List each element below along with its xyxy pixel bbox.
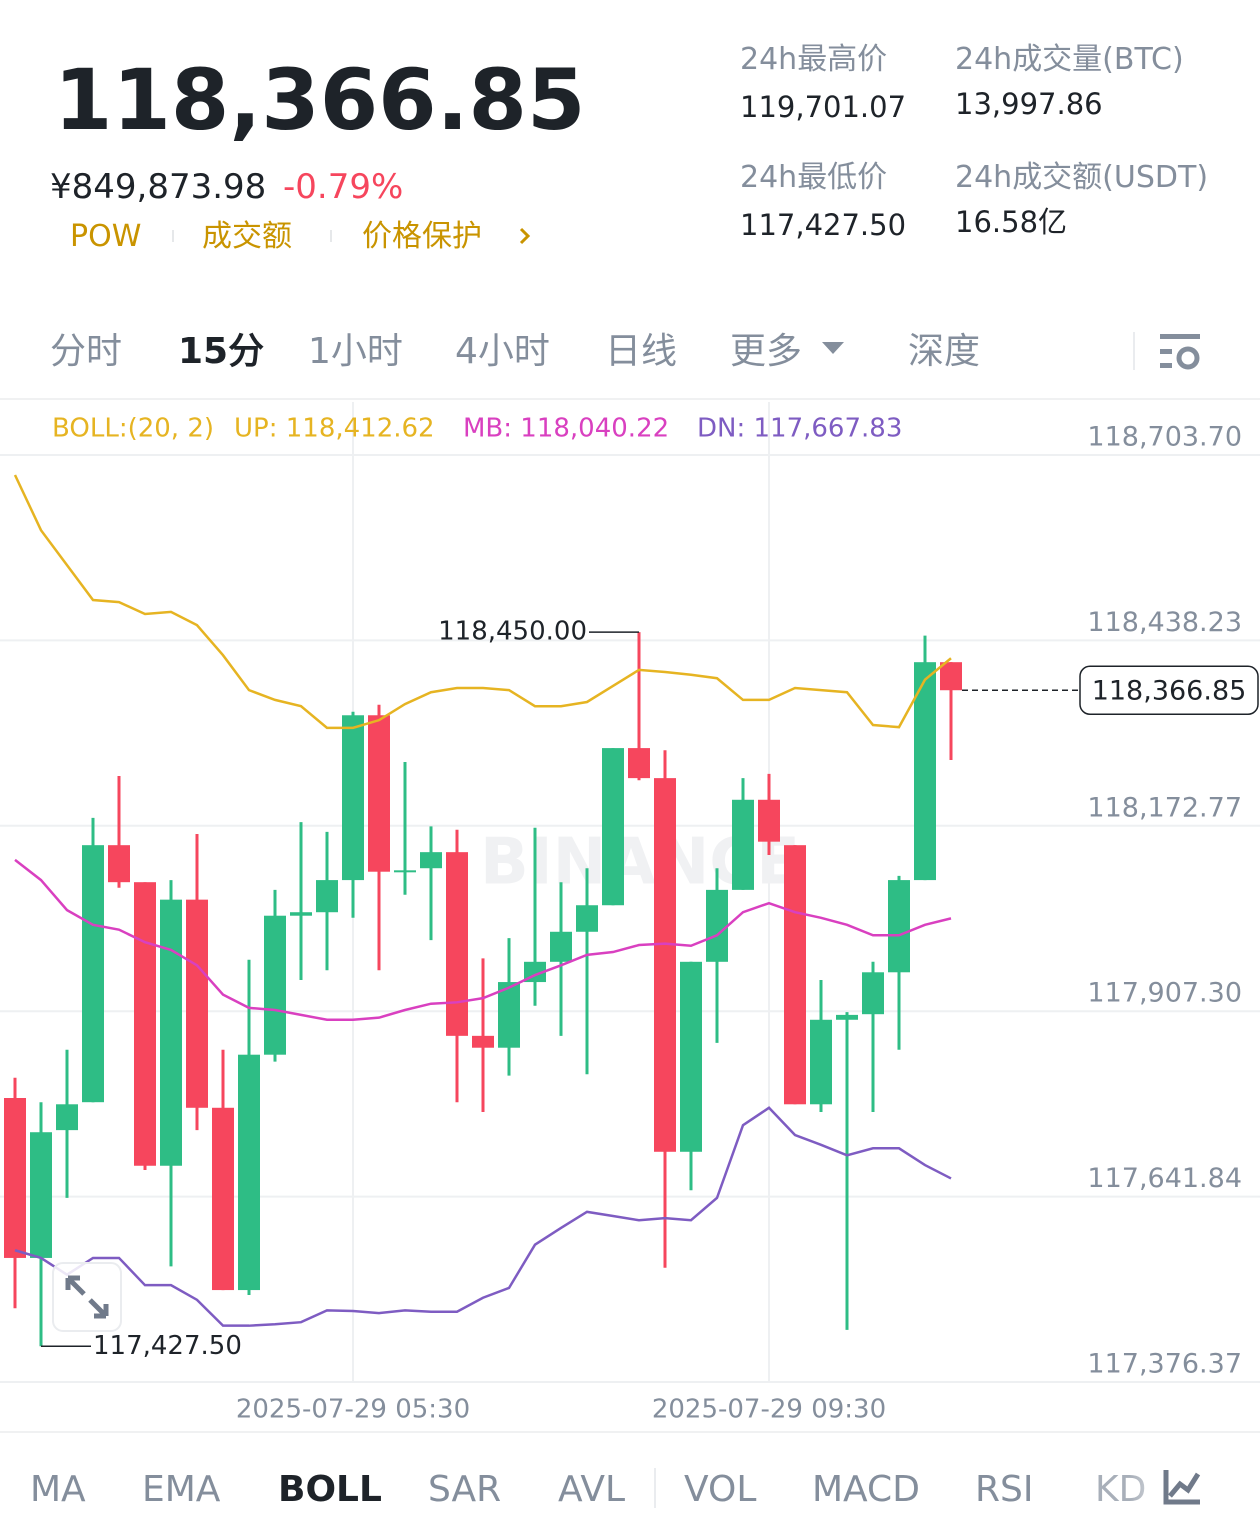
last-price-box: [1079, 665, 1259, 715]
candle-body: [290, 912, 312, 916]
indicator-label: BOLL:(20, 2): [52, 414, 214, 444]
candle-body: [82, 845, 104, 1103]
candle-body: [368, 715, 390, 872]
y-tick-label: 118,172.77: [1087, 792, 1242, 823]
separator: [172, 230, 174, 242]
candle-body: [940, 662, 962, 691]
divider: [0, 398, 1260, 400]
change: -0.79%: [283, 167, 404, 207]
candle-body: [134, 882, 156, 1166]
stat-label: 24h成交额(USDT): [955, 160, 1209, 195]
y-tick-label: 118,438.23: [1087, 607, 1242, 638]
candle-body: [498, 982, 520, 1048]
separator: [330, 230, 332, 242]
indicator-line: [14, 858, 952, 1022]
candle-body: [238, 1054, 260, 1291]
candle-body: [628, 748, 650, 779]
candle-body: [342, 715, 364, 881]
annotation-label: 117,427.50: [93, 1331, 242, 1361]
stat-label: 24h最低价: [740, 160, 888, 195]
stat-value: 117,427.50: [740, 208, 907, 242]
candle-body: [212, 1107, 234, 1291]
y-tick-label: 117,376.37: [1087, 1349, 1242, 1380]
legend-entry: DN: 117,667.83: [697, 414, 902, 444]
stat-value: 16.58亿: [955, 205, 1068, 239]
indicator-tab[interactable]: EMA: [142, 1469, 221, 1510]
tag[interactable]: POW: [70, 219, 142, 254]
candle-body: [836, 1014, 858, 1020]
tab[interactable]: 深度: [908, 331, 981, 372]
candle-body: [186, 899, 208, 1108]
separator: [654, 1468, 656, 1508]
candle-body: [56, 1104, 78, 1131]
tab[interactable]: 日线: [605, 331, 678, 372]
annotation-label: 118,450.00: [438, 617, 587, 647]
tag[interactable]: 价格保护: [362, 219, 482, 254]
chevron[interactable]: [518, 226, 532, 246]
candle-body: [30, 1132, 52, 1258]
settings-icon[interactable]: [1160, 332, 1202, 372]
tag[interactable]: 成交额: [202, 219, 292, 254]
candle-body: [550, 931, 572, 962]
divider: [0, 1431, 1260, 1433]
candle-body: [654, 778, 676, 1152]
indicator-tab[interactable]: RSI: [975, 1469, 1034, 1510]
candle-body: [108, 845, 130, 883]
candle-body: [706, 889, 728, 962]
candle-body: [420, 852, 442, 869]
indicator-tab-active[interactable]: BOLL: [278, 1469, 382, 1510]
stat-label: 24h最高价: [740, 42, 888, 77]
indicator-tab[interactable]: SAR: [428, 1469, 502, 1510]
candle-body: [4, 1098, 26, 1258]
indicator-line: [14, 1106, 952, 1327]
candle-body: [732, 799, 754, 890]
candle-body: [758, 799, 780, 842]
candle-body: [784, 845, 806, 1105]
x-tick-label: 2025-07-29 05:30: [236, 1395, 470, 1425]
indicator-tab[interactable]: AVL: [558, 1469, 626, 1510]
tab[interactable]: 分时: [50, 331, 123, 372]
tab[interactable]: 1小时: [308, 331, 403, 372]
dropdown-arrow[interactable]: [822, 342, 844, 356]
indicator-tab[interactable]: MA: [30, 1469, 86, 1510]
legend-entry: MB: 118,040.22: [463, 414, 669, 444]
candle-body: [862, 972, 884, 1015]
candle-body: [264, 915, 286, 1055]
candle-body: [680, 961, 702, 1152]
y-tick-label: 117,641.84: [1087, 1163, 1242, 1194]
stat-value: 13,997.86: [955, 87, 1103, 121]
tab[interactable]: 更多: [730, 331, 803, 372]
x-tick-label: 2025-07-29 09:30: [652, 1395, 886, 1425]
legend-entry: UP: 118,412.62: [234, 414, 435, 444]
zoom-button[interactable]: [52, 1262, 122, 1332]
tab[interactable]: 4小时: [455, 331, 550, 372]
indicator-line: [13, 474, 952, 730]
indicator-tab[interactable]: MACD: [812, 1469, 920, 1510]
candle-body: [472, 1035, 494, 1048]
candle-body: [602, 748, 624, 906]
chart-icon[interactable]: [1130, 1462, 1260, 1512]
stat-label: 24h成交量(BTC): [955, 42, 1184, 77]
separator: [1133, 332, 1135, 370]
candle-body: [316, 880, 338, 913]
candle-body: [888, 880, 910, 973]
y-tick-label: 118,703.70: [1087, 421, 1242, 452]
cny-price: ¥849,873.98: [50, 167, 267, 207]
indicator-tab[interactable]: VOL: [684, 1469, 757, 1510]
candle-body: [446, 852, 468, 1036]
candle-body: [160, 899, 182, 1166]
candle-body: [394, 870, 416, 873]
candle-body: [810, 1019, 832, 1105]
candle-body: [914, 662, 936, 881]
stat-value: 119,701.07: [740, 90, 907, 124]
last-price-label: 118,366.85: [1092, 676, 1247, 707]
last-price: 118,366.85: [54, 51, 586, 149]
tab-active[interactable]: 15分: [178, 331, 265, 372]
candle-body: [576, 905, 598, 932]
y-tick-label: 117,907.30: [1087, 978, 1242, 1009]
